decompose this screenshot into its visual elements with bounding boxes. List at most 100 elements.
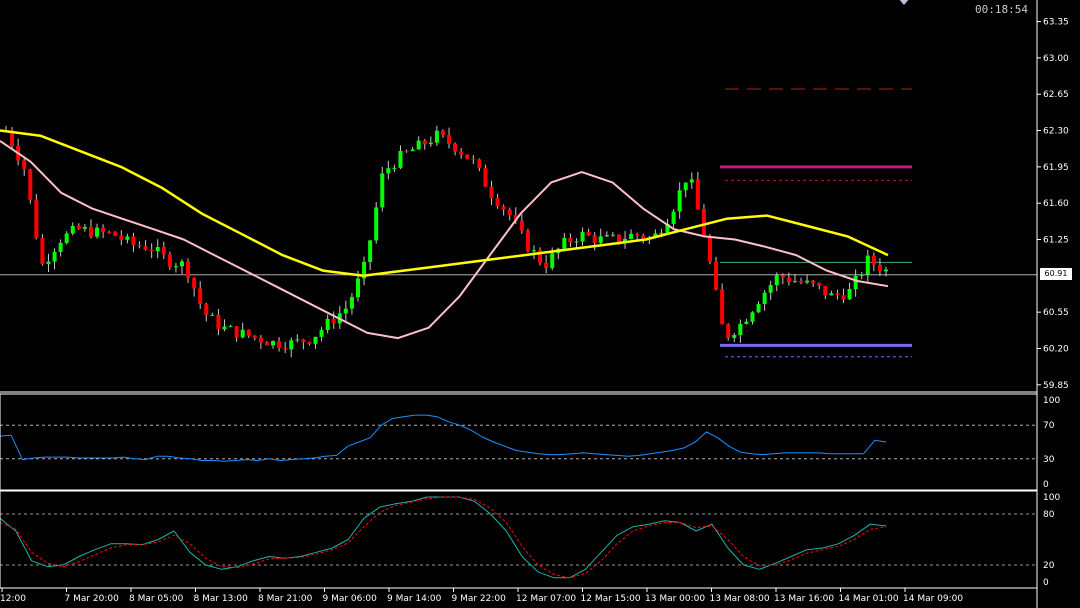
candle-body [64,233,69,243]
candle-body [544,262,549,269]
ma-fast-line [0,140,889,340]
candle-body [465,154,470,159]
price-panel[interactable] [0,88,1037,358]
candle-body [592,235,597,243]
time-tick-label: 8 Mar 05:00 [129,594,184,604]
candle-body [204,304,209,315]
price-tick-label: 61.60 [1043,199,1069,209]
candle-body [76,226,81,229]
candle-body [428,142,433,145]
candle-body [799,281,804,283]
time-tick-label: 13 Mar 00:00 [645,594,705,604]
candle-body [155,246,160,252]
candle-body [113,231,118,236]
rsi-panel[interactable] [0,414,1037,462]
time-tick-label: 14 Mar 09:00 [903,594,963,604]
candle-body [95,227,100,237]
candle-body [228,326,233,328]
candle-body [701,209,706,238]
time-tick-label: 7 Mar 20:00 [65,594,120,604]
candle-body [641,235,646,240]
candle-body [22,160,27,170]
candle-body [192,278,197,289]
candle-body [671,211,676,225]
candle-body [756,303,761,313]
candle-body [677,190,682,212]
ma-slow-line [0,129,889,278]
stochastic-panel[interactable] [0,496,1037,579]
candle-body [46,261,51,264]
candle-body [380,173,385,208]
candle-body [538,250,543,263]
candle-body [792,281,797,283]
candle-body [695,179,700,210]
candle-body [252,335,257,338]
candle-body [471,158,476,160]
stoch-tick-label: 80 [1043,510,1055,520]
candle-body [186,261,191,279]
rsi-line [0,414,887,462]
price-tick-label: 60.55 [1043,308,1069,318]
candle-body [859,274,864,276]
rsi-frame [0,393,1038,491]
price-tick-label: 60.20 [1043,344,1069,354]
candle-body [277,341,282,349]
candle-body [835,293,840,296]
price-tick-label: 61.25 [1043,236,1069,246]
candle-body [823,285,828,296]
candle-body [732,335,737,338]
candle-body [137,244,142,247]
candle-body [689,179,694,183]
candle-body [343,308,348,314]
time-tick-label: 8 Mar 13:00 [194,594,249,604]
candle-body [604,234,609,237]
candle-body [610,234,615,236]
candle-body [161,246,166,255]
stoch-signal-line [0,496,887,579]
time-tick-label: 9 Mar 14:00 [387,594,442,604]
time-tick-label: 8 Mar 21:00 [258,594,313,604]
candle-body [714,261,719,290]
candle-body [289,340,294,350]
candle-body [841,295,846,300]
price-tick-label: 62.30 [1043,127,1069,137]
candle-body [88,226,93,237]
candle-body [708,237,712,262]
candle-body [125,236,130,240]
candle-body [58,242,63,252]
candle-body [483,167,488,187]
candle-body [623,238,628,243]
candle-body [507,209,512,216]
candle-timer: 00:18:54 [975,3,1028,16]
candle-body [847,289,852,300]
candle-body [550,253,555,269]
candle-body [283,348,288,350]
candle-body [665,224,670,233]
candle-body [301,339,306,343]
candle-body [325,318,330,330]
candle-body [70,226,75,234]
stoch-tick-label: 20 [1043,561,1055,571]
candle-body [216,314,221,330]
stoch-main-line [0,496,887,579]
candle-body [52,251,57,262]
candle-body [198,288,203,305]
candle-body [386,168,391,174]
candle-body [10,130,15,147]
candle-body [34,199,39,239]
rsi-tick-label: 100 [1043,396,1060,406]
price-tick-label: 63.00 [1043,54,1069,64]
candle-body [884,269,888,272]
candle-body [562,238,567,249]
candle-body [738,323,743,336]
candle-body [246,329,251,336]
candle-body [447,135,452,144]
candle-body [356,278,360,298]
candle-body [774,275,779,286]
candle-body [368,240,373,262]
candle-body [568,238,573,243]
candle-body [744,321,749,324]
dropdown-arrow-icon[interactable] [898,0,910,5]
